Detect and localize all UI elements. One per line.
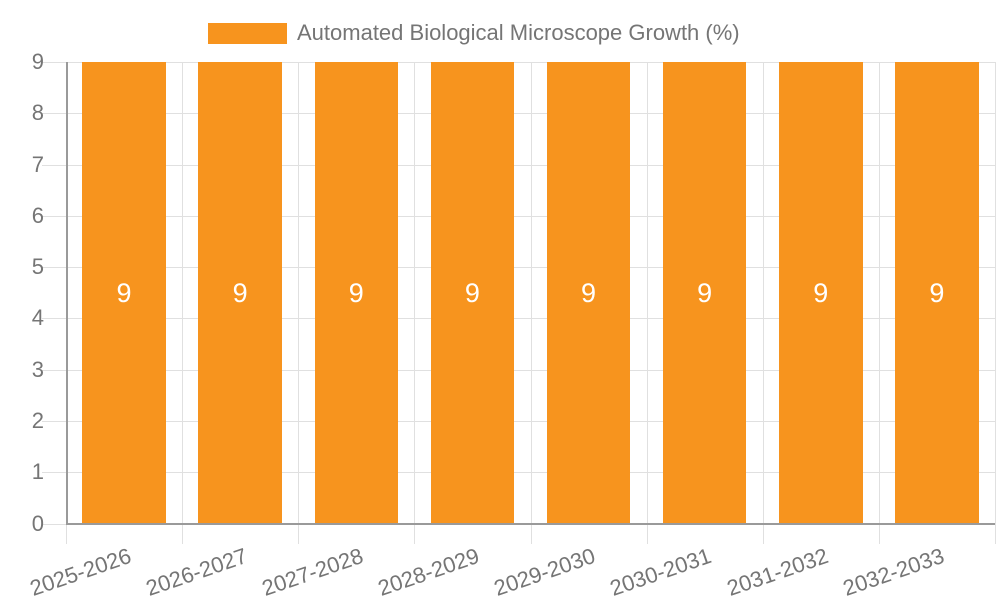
legend-label: Automated Biological Microscope Growth (… [297, 20, 740, 45]
y-axis-tick-mark [42, 523, 66, 525]
x-axis-category-label: 2030-2031 [607, 542, 715, 600]
x-axis-tick-mark [298, 523, 300, 544]
y-axis-tick-label: 2 [31, 407, 44, 433]
x-axis-category-label: 2028-2029 [374, 542, 483, 600]
x-axis-tick-mark [66, 523, 67, 544]
x-axis-tick-mark [762, 523, 764, 544]
bar-value-label: 9 [348, 277, 364, 308]
y-axis-tick-label: 5 [31, 254, 44, 280]
x-axis-category-label: 2031-2032 [723, 542, 831, 600]
x-axis-tick-mark [530, 523, 532, 544]
y-gridline [42, 164, 995, 166]
x-gridline [995, 62, 996, 524]
y-gridline [42, 369, 995, 371]
x-axis-category-label: 2032-2033 [839, 542, 948, 600]
bar-value-label: 9 [813, 277, 829, 308]
x-axis-category-label: 2026-2027 [142, 542, 251, 600]
legend: Automated Biological Microscope Growth (… [208, 20, 740, 46]
bar [82, 62, 166, 524]
x-gridline [646, 62, 648, 524]
y-axis-tick-label: 3 [31, 356, 44, 382]
bar [895, 62, 979, 524]
y-axis-tick-label: 0 [31, 510, 44, 536]
y-gridline [42, 62, 995, 63]
x-gridline [298, 62, 300, 524]
x-gridline [414, 62, 416, 524]
bar [430, 62, 515, 524]
y-axis-tick-label: 6 [31, 202, 44, 228]
x-gridline [762, 62, 764, 524]
x-axis-tick-mark [646, 523, 648, 544]
y-gridline [42, 215, 995, 217]
y-gridline [42, 472, 995, 474]
y-axis-tick-label: 1 [31, 459, 44, 485]
y-axis-tick-label: 7 [31, 151, 44, 177]
y-gridline [42, 113, 995, 115]
y-axis-tick-label: 4 [31, 305, 44, 331]
bar-value-label: 9 [464, 277, 480, 308]
bar-value-label: 9 [116, 277, 132, 308]
x-axis-tick-mark [182, 523, 184, 544]
bar [662, 62, 747, 524]
x-gridline [878, 62, 880, 524]
bar-value-label: 9 [929, 277, 945, 308]
bar [546, 62, 631, 524]
bar [779, 62, 863, 524]
x-axis-tick-mark [878, 523, 880, 544]
x-axis-tick-mark [995, 523, 996, 544]
x-axis-category-label: 2027-2028 [258, 542, 367, 600]
bar-value-label: 9 [232, 277, 248, 308]
x-axis-tick-mark [414, 523, 416, 544]
x-gridline [182, 62, 184, 524]
bar-value-label: 9 [581, 277, 597, 308]
bar-value-label: 9 [697, 277, 713, 308]
x-axis-category-label: 2025-2026 [26, 542, 135, 600]
bar [198, 62, 282, 524]
x-axis-category-label: 2029-2030 [491, 542, 599, 600]
legend-swatch-icon [208, 22, 287, 44]
y-axis-tick-label: 8 [31, 100, 44, 126]
y-gridline [42, 420, 995, 422]
y-gridline [42, 267, 995, 269]
x-gridline [530, 62, 532, 524]
x-axis-line [66, 522, 995, 525]
bar [314, 62, 399, 524]
y-gridline [42, 318, 995, 320]
y-axis-line [66, 62, 68, 525]
y-axis-tick-label: 9 [31, 49, 44, 74]
